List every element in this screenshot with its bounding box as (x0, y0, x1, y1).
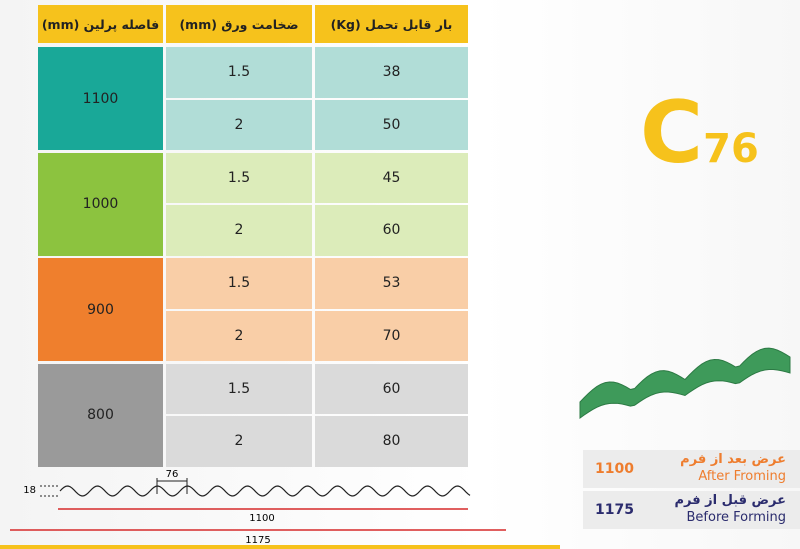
sheet-image (579, 347, 791, 419)
width-after-label: 1100 (249, 513, 274, 524)
purlin-cell: 1000 (38, 152, 163, 256)
info-value: 1175 (595, 502, 634, 518)
header-cell: ضخامت ورق (mm) (166, 5, 312, 43)
bottom-bar (0, 545, 560, 549)
height-label: 18 (23, 485, 36, 496)
load-cell: 60 (315, 205, 468, 256)
purlin-cell: 900 (38, 258, 163, 361)
header-cell: بار قابل تحمل (Kg) (315, 5, 468, 43)
profile-wave (59, 485, 471, 497)
thickness-cell: 2 (166, 416, 312, 467)
pitch-label: 76 (166, 469, 179, 480)
purlin-cell: 800 (38, 363, 163, 467)
load-cell: 50 (315, 99, 468, 150)
load-cell: 53 (315, 258, 468, 309)
load-cell: 38 (315, 47, 468, 98)
thickness-cell: 2 (166, 205, 312, 256)
thickness-cell: 2 (166, 310, 312, 361)
load-cell: 45 (315, 152, 468, 203)
product-title: C76 (640, 88, 759, 178)
purlin-cell: 1100 (38, 47, 163, 150)
thickness-cell: 1.5 (166, 152, 312, 203)
load-cell: 60 (315, 363, 468, 414)
thickness-cell: 1.5 (166, 363, 312, 414)
thickness-cell: 1.5 (166, 47, 312, 98)
header-cell: فاصله پرلین (mm) (38, 5, 163, 43)
info-value: 1100 (595, 461, 634, 477)
thickness-cell: 1.5 (166, 258, 312, 309)
info-box: 1175 عرض قبل از فرم Before Forming (583, 491, 800, 529)
product-number: 76 (703, 126, 759, 172)
info-fa: عرض قبل از فرم (674, 493, 786, 508)
info-en: After Froming (698, 469, 786, 484)
info-box: 1100 عرض بعد از فرم After Froming (583, 450, 800, 488)
thickness-cell: 2 (166, 99, 312, 150)
info-en: Before Forming (686, 510, 787, 525)
load-cell: 80 (315, 416, 468, 467)
product-letter: C (640, 83, 704, 183)
width-before-label: 1175 (245, 535, 270, 546)
info-fa: عرض بعد از فرم (680, 452, 786, 467)
load-cell: 70 (315, 310, 468, 361)
